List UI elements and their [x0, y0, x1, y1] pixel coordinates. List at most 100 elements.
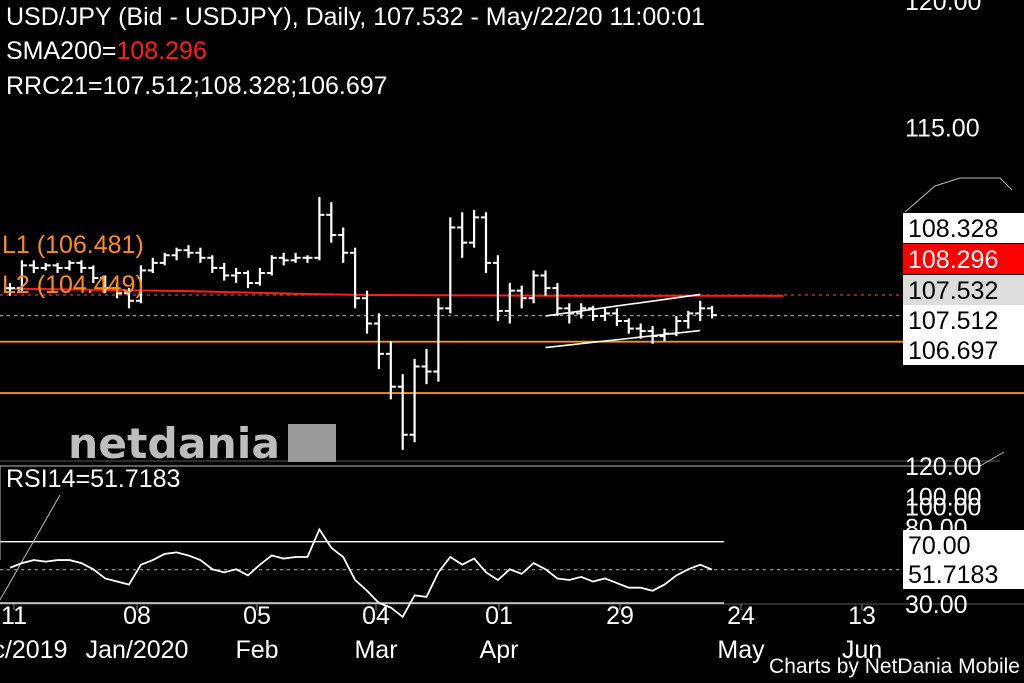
ohlc-bar — [314, 197, 325, 261]
rsi-tick-label: 100.00 — [905, 484, 981, 512]
rsi-value-label-box — [903, 530, 1024, 560]
ohlc-bar — [326, 202, 337, 243]
price-value-label-box — [903, 213, 1024, 243]
ohlc-bar — [243, 270, 253, 289]
price-value-label: 107.532 — [903, 275, 1024, 305]
ohlc-bar — [207, 255, 218, 273]
price-value-label: 108.296 — [903, 244, 1024, 274]
ohlc-bar — [88, 265, 99, 284]
time-month-label: Dec/2019 — [0, 636, 68, 664]
ohlc-bar — [397, 374, 408, 450]
rsi-value-label-box — [903, 559, 1024, 589]
ohlc-bar — [338, 227, 349, 263]
ohlc-bar — [623, 318, 634, 334]
time-day-label: 11 — [1, 602, 27, 630]
ohlc-bar — [600, 308, 610, 321]
level-l2-label: L2 (104.449) — [2, 271, 144, 299]
ohlc-bar — [278, 252, 289, 266]
ohlc-bar — [683, 310, 694, 329]
ohlc-bars — [5, 197, 718, 450]
ohlc-bar — [469, 209, 480, 248]
ohlc-bar — [219, 262, 230, 281]
ohlc-bar — [16, 260, 27, 291]
time-day-label: 05 — [243, 602, 271, 630]
ohlc-bar — [695, 300, 706, 321]
time-month-label: Feb — [235, 636, 278, 664]
ohlc-bar — [350, 247, 361, 309]
ohlc-bar — [373, 313, 384, 370]
ohlc-bar — [409, 358, 420, 443]
price-value-label-box — [903, 305, 1024, 335]
price-value-label-text: 106.697 — [908, 337, 998, 365]
rsi-value-label-text: 51.7183 — [908, 561, 998, 589]
price-value-label-text: 107.512 — [908, 307, 998, 335]
ohlc-bar — [266, 255, 277, 276]
ohlc-bar — [647, 326, 658, 344]
price-value-label: 108.328 — [903, 213, 1024, 243]
ohlc-bar — [635, 323, 646, 339]
rsi-tick-label: 30.00 — [905, 591, 968, 619]
price-value-label-text: 108.328 — [908, 215, 998, 243]
time-month-label: May — [717, 636, 765, 664]
rsi-value-label: 51.7183 — [903, 559, 1024, 589]
credit-text: Charts by NetDania Mobile — [769, 655, 1020, 678]
time-day-label: 08 — [123, 602, 151, 630]
ohlc-bar — [135, 265, 146, 304]
ohlc-bar — [528, 270, 539, 304]
ohlc-bar — [707, 305, 718, 319]
price-value-label-box — [903, 335, 1024, 365]
ohlc-bar — [76, 260, 87, 273]
ohlc-bar — [576, 303, 587, 319]
time-day-label: 13 — [848, 602, 876, 630]
ohlc-bar — [147, 257, 158, 273]
price-tick-label: 100.00 — [905, 493, 981, 521]
logo-wordmark: netdania — [68, 424, 280, 464]
sma-legend: SMA200=108.296 — [6, 37, 207, 66]
ohlc-bar — [421, 348, 432, 385]
ohlc-bar — [564, 303, 575, 324]
ohlc-bar — [504, 283, 515, 324]
ohlc-bar — [183, 245, 194, 258]
ohlc-bar — [171, 247, 182, 261]
ohlc-bar — [445, 217, 456, 314]
support-levels — [0, 340, 1024, 394]
price-value-label-text: 107.532 — [908, 277, 998, 305]
price-value-label-box — [903, 244, 1024, 274]
ohlc-bar — [112, 283, 123, 299]
logo-mark — [288, 424, 336, 462]
price-frame — [904, 177, 1013, 213]
ohlc-bar — [290, 252, 301, 263]
ohlc-bar — [28, 260, 39, 273]
time-month-label: Jun — [842, 636, 882, 664]
time-month-label: Apr — [480, 636, 519, 664]
ohlc-bar — [457, 212, 468, 258]
rsi-path — [9, 527, 713, 619]
ohlc-bar — [52, 262, 63, 273]
ohlc-bar — [302, 255, 313, 263]
ohlc-bar — [124, 288, 134, 309]
time-day-label: 04 — [362, 602, 390, 630]
ohlc-bar — [5, 283, 15, 296]
time-axis: 11 Dec/2019 08 Jan/2020 05 Feb 04 Mar 01 Apr 29 24 M… — [0, 602, 882, 664]
netdania-logo: netdania — [68, 424, 336, 464]
ohlc-bar — [492, 255, 503, 321]
rrc-legend: RRC21=107.512;108.328;106.697 — [6, 72, 388, 100]
sma200-path — [9, 287, 784, 297]
sma200-line — [9, 287, 784, 297]
ohlc-bar — [481, 212, 491, 273]
price-value-label: 107.512 — [903, 305, 1024, 335]
rsi-tick-label: 120.00 — [905, 453, 981, 481]
rsi-frame-diagonal — [0, 494, 61, 601]
ohlc-bar — [231, 267, 242, 284]
ohlc-bar — [385, 341, 396, 400]
ohlc-bar — [195, 247, 206, 263]
price-value-label-box — [903, 275, 1024, 305]
time-month-label: Jan/2020 — [86, 636, 189, 664]
level-l1-label: L1 (106.481) — [2, 231, 144, 259]
time-day-label: 01 — [485, 602, 513, 630]
ohlc-bar — [40, 262, 51, 271]
sma-value: 108.296 — [116, 37, 207, 65]
time-day-label: 24 — [727, 602, 755, 630]
rsi-legend: RSI14=51.7183 — [6, 465, 181, 493]
